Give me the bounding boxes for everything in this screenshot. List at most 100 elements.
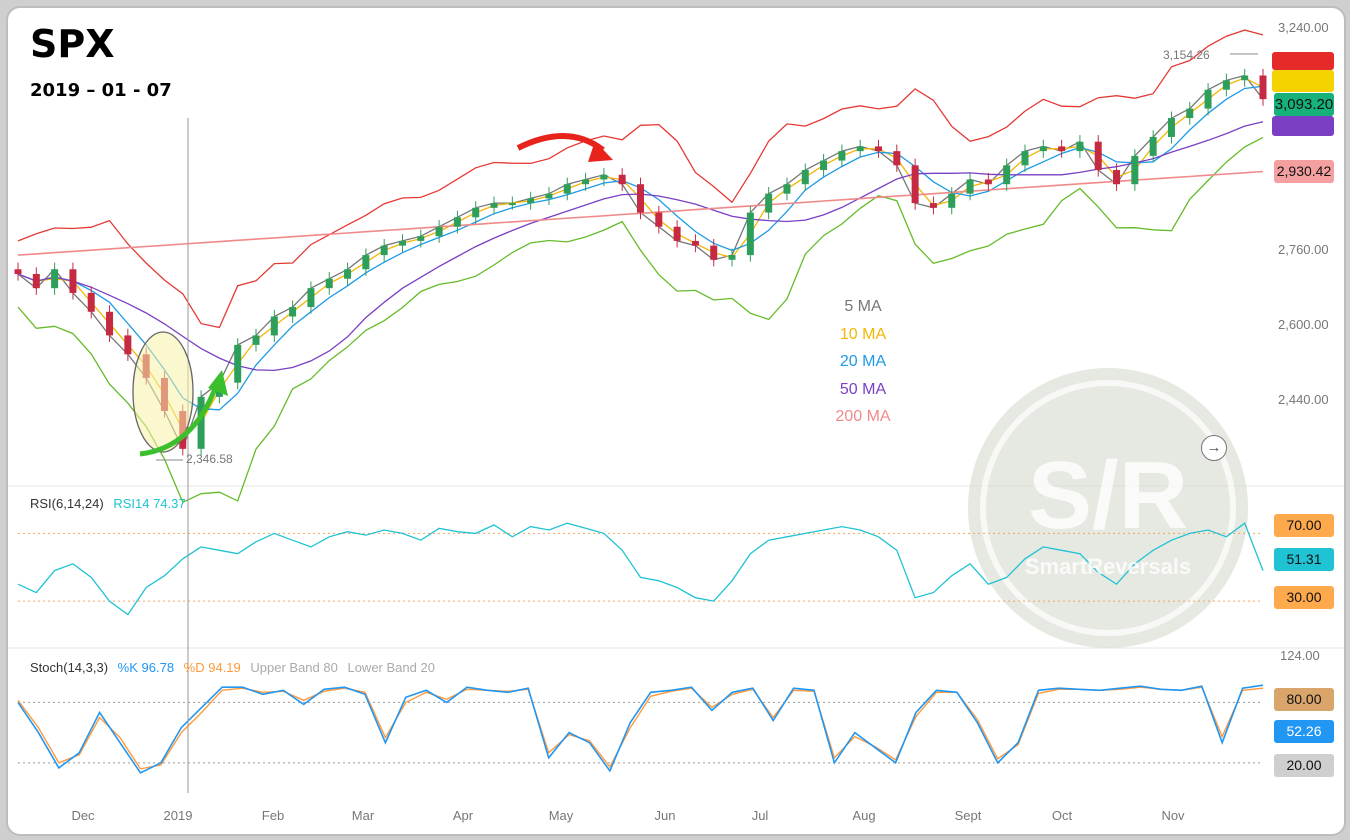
watermark-logo-text: S/R — [1028, 442, 1188, 549]
stoch-label: Stoch(14,3,3) %K 96.78 %D 94.19 Upper Ba… — [30, 660, 435, 675]
candle — [14, 269, 22, 274]
page-title: SPX — [30, 22, 115, 66]
stoch-badge-20: 20.00 — [1274, 754, 1334, 777]
candle — [490, 203, 498, 208]
candle — [1241, 75, 1249, 81]
red-arrowhead-icon — [588, 141, 613, 162]
rsi-badge-current: 51.31 — [1274, 548, 1334, 571]
candle — [710, 245, 718, 260]
candle — [252, 335, 260, 345]
badge-50ma — [1272, 116, 1334, 136]
candle — [746, 212, 754, 256]
y-tick-3240: 3,240.00 — [1278, 20, 1329, 35]
legend-10ma: 10 MA — [839, 325, 887, 343]
candle — [984, 179, 992, 185]
candle — [1021, 151, 1029, 166]
red-arrow-icon — [516, 133, 605, 153]
candle — [1003, 165, 1011, 185]
candle — [325, 278, 333, 289]
candle — [691, 240, 699, 246]
candle — [1094, 141, 1102, 171]
candle — [765, 193, 773, 213]
stoch-k-line — [17, 684, 1264, 774]
bollinger-upper-line — [17, 29, 1264, 329]
candle — [582, 179, 590, 185]
watermark-text: SmartReversals — [1025, 554, 1191, 579]
candle — [398, 240, 406, 246]
y-tick-2440: 2,440.00 — [1278, 392, 1329, 407]
watermark-ring — [980, 380, 1236, 636]
candle — [234, 344, 242, 383]
stoch-badge-80: 80.00 — [1274, 688, 1334, 711]
candle — [69, 269, 77, 293]
legend-50ma: 50 MA — [839, 380, 887, 398]
candle — [472, 207, 480, 218]
stoch-d-line — [17, 686, 1264, 770]
candle — [124, 335, 132, 355]
badge-upper-band — [1272, 52, 1334, 70]
candle — [197, 396, 205, 449]
candle — [417, 236, 425, 241]
candle — [307, 288, 315, 308]
candle — [966, 179, 974, 194]
y-tick-2760: 2,760.00 — [1278, 242, 1329, 257]
candle — [1259, 75, 1267, 100]
candle — [270, 316, 278, 336]
price-badge-current: 3,093.20 — [1274, 93, 1334, 116]
x-tick: Dec — [71, 808, 95, 823]
candle — [32, 273, 40, 289]
chart-canvas: S/R SmartReversals — [8, 29, 1344, 793]
chart-frame: S/R SmartReversals SPX 2019 – 01 - 07 5 M… — [6, 6, 1346, 836]
legend-5ma: 5 MA — [844, 298, 882, 315]
candle — [948, 193, 956, 208]
candle — [801, 170, 809, 185]
rsi-badge-30: 30.00 — [1274, 586, 1334, 609]
x-tick: Apr — [452, 808, 474, 823]
candle — [1076, 141, 1084, 152]
x-tick: Jul — [751, 808, 769, 823]
x-tick: Feb — [261, 808, 285, 823]
candle — [1113, 170, 1121, 185]
x-tick: Jun — [654, 808, 676, 823]
rsi-line — [17, 522, 1264, 616]
low-annotation: 2,346.58 — [186, 452, 233, 466]
candle — [508, 203, 516, 206]
scroll-right-icon[interactable]: → — [1201, 435, 1227, 461]
candle — [1186, 108, 1194, 119]
candle — [545, 193, 553, 199]
green-arrowhead-icon — [208, 370, 228, 396]
candle — [637, 184, 644, 213]
ma-legend: 5 MA 10 MA 20 MA 50 MA 200 MA — [808, 293, 918, 431]
x-tick: Sept — [954, 808, 982, 823]
candle — [51, 269, 59, 289]
bollinger-lower-line — [17, 136, 1264, 504]
candle — [820, 160, 828, 171]
candle — [380, 245, 388, 256]
candle — [1131, 155, 1139, 185]
legend-20ma: 20 MA — [839, 353, 887, 370]
candle — [875, 146, 883, 152]
candle — [289, 307, 297, 317]
ma50-line — [17, 121, 1264, 372]
x-tick: Nov — [1161, 808, 1185, 823]
candle — [600, 174, 608, 180]
x-tick: May — [548, 808, 574, 823]
candle — [435, 226, 443, 237]
candle — [1204, 89, 1212, 109]
candle — [1039, 146, 1047, 152]
candle — [618, 174, 626, 185]
candle — [893, 151, 901, 166]
candle — [1058, 146, 1066, 152]
x-tick: Mar — [351, 808, 375, 823]
high-annotation: 3,154.26 — [1163, 48, 1210, 62]
watermark-logo — [968, 368, 1248, 648]
candle — [563, 184, 571, 194]
x-tick: Oct — [1051, 808, 1073, 823]
rsi-badge-70: 70.00 — [1274, 514, 1334, 537]
rsi-label: RSI(6,14,24) RSI14 74.37 — [30, 496, 186, 511]
x-tick: 2019 — [163, 808, 193, 823]
candle — [1222, 80, 1230, 90]
legend-200ma: 200 MA — [835, 408, 891, 425]
candle — [344, 269, 352, 279]
stoch-badge-k: 52.26 — [1274, 720, 1334, 743]
